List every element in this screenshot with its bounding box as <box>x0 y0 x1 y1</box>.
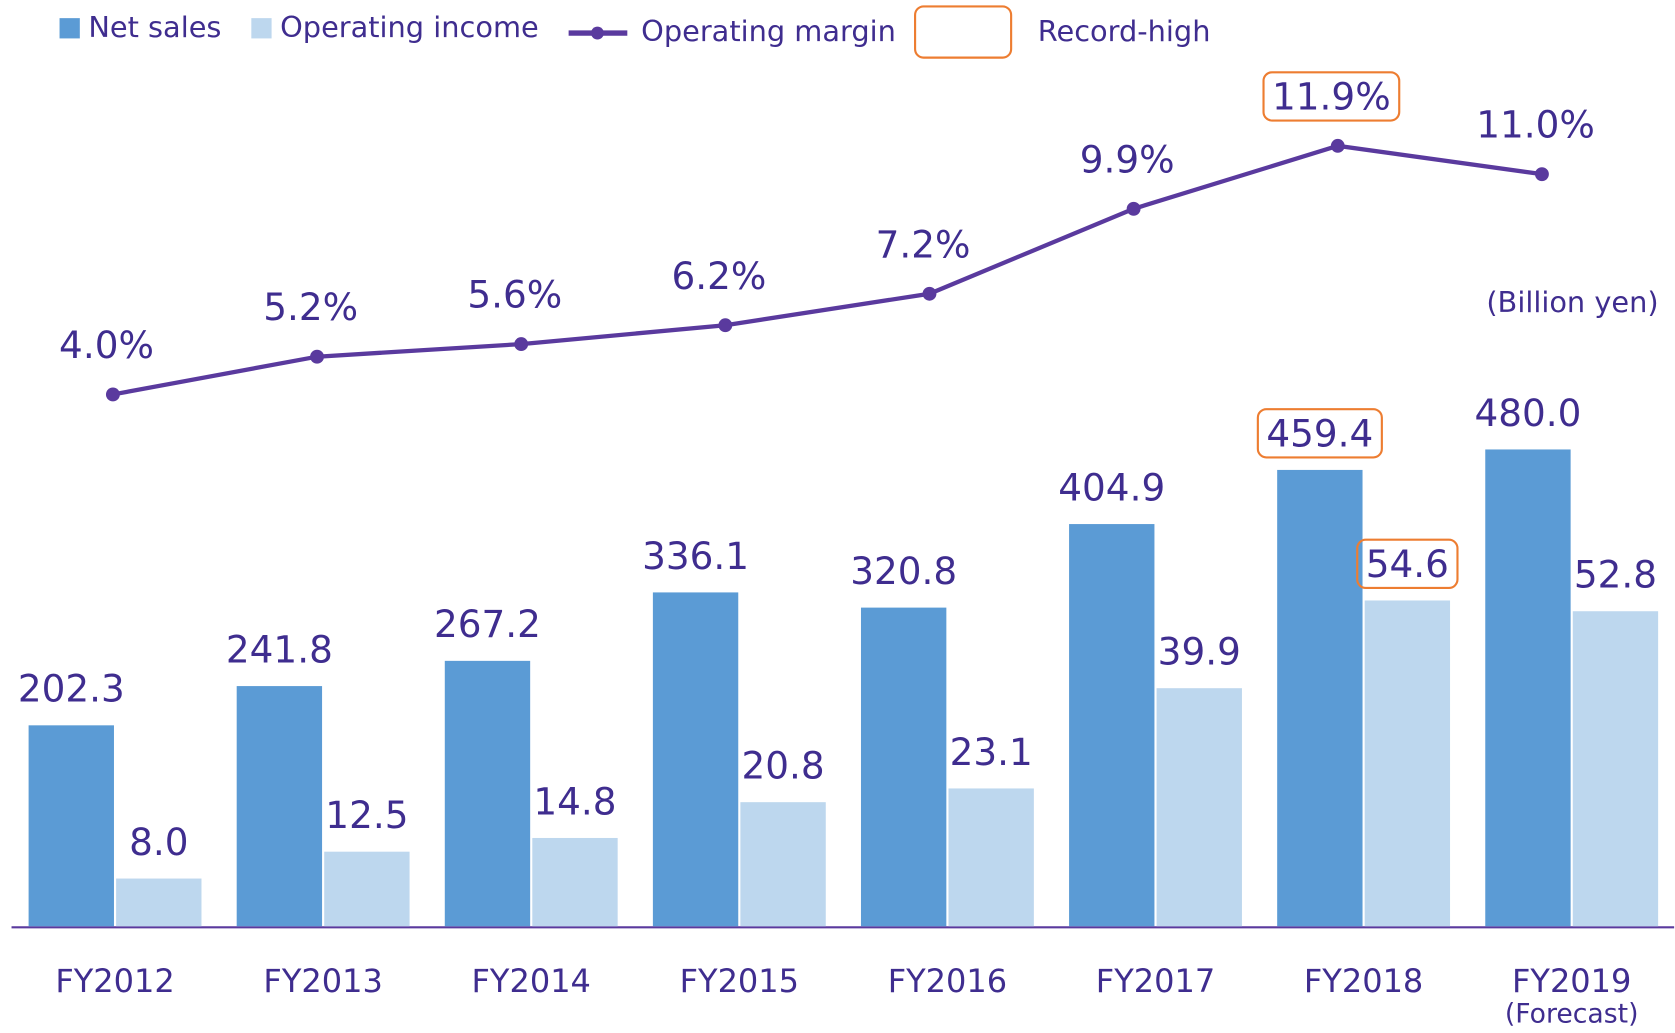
line-point <box>105 387 120 402</box>
value-label: 14.8 <box>533 779 616 823</box>
bar <box>652 592 739 927</box>
x-tick-label: FY2018 <box>1304 962 1423 1000</box>
highlight-box <box>1356 538 1459 590</box>
bar <box>444 660 531 927</box>
value-label: 241.8 <box>226 627 333 671</box>
value-label: 267.2 <box>434 602 541 646</box>
bar <box>1572 611 1659 927</box>
line-point <box>514 337 529 352</box>
bar <box>1156 688 1242 927</box>
legend-swatch <box>59 18 80 39</box>
legend-highlight-box <box>914 5 1013 59</box>
value-label: 52.8 <box>1574 553 1657 597</box>
x-tick-label: FY2015 <box>680 962 799 1000</box>
bar <box>236 686 323 927</box>
value-label: 11.9% <box>1272 74 1391 118</box>
bar <box>1485 449 1571 927</box>
legend-dot <box>591 26 604 40</box>
value-label: 404.9 <box>1058 465 1165 509</box>
x-tick-label: FY2019 <box>1512 962 1631 1000</box>
bar <box>740 802 826 927</box>
value-label: 459.4 <box>1266 411 1373 455</box>
highlight-box <box>1256 408 1383 459</box>
bar <box>1364 600 1451 927</box>
line-point <box>1126 201 1141 216</box>
value-label: 54.6 <box>1366 542 1449 586</box>
legend-label: Record-high <box>1038 14 1211 48</box>
line-point <box>922 286 937 301</box>
bar <box>116 878 202 927</box>
value-label: 480.0 <box>1474 391 1581 435</box>
x-tick-label: FY2013 <box>263 962 382 1000</box>
line-point <box>718 318 733 333</box>
bar <box>1277 469 1363 927</box>
x-tick-label: FY2017 <box>1096 962 1215 1000</box>
value-label: 39.9 <box>1158 630 1241 674</box>
value-label: 8.0 <box>129 820 188 864</box>
value-label: 23.1 <box>950 730 1033 774</box>
bar <box>1069 524 1155 927</box>
highlight-box <box>1262 71 1401 122</box>
line-point <box>310 349 324 364</box>
value-label: 7.2% <box>876 222 971 266</box>
value-label: 6.2% <box>672 254 767 298</box>
bar <box>860 607 947 927</box>
line <box>112 143 1543 397</box>
bar <box>28 725 114 927</box>
value-label: 5.6% <box>467 273 562 317</box>
unit-label: (Billion yen) <box>1486 285 1658 319</box>
value-label: 336.1 <box>642 534 749 578</box>
line-point <box>1534 167 1549 182</box>
line-point <box>1330 138 1345 153</box>
value-label: 4.0% <box>59 323 154 367</box>
value-label: 202.3 <box>18 667 125 711</box>
legend-label: Operating margin <box>641 14 896 48</box>
legend-label: Net sales <box>88 10 221 44</box>
x-tick-note: (Forecast) <box>1505 998 1639 1029</box>
legend-swatch <box>251 18 272 39</box>
value-label: 320.8 <box>850 549 957 593</box>
value-label: 11.0% <box>1476 103 1595 147</box>
x-tick-label: FY2016 <box>888 962 1007 1000</box>
legend-label: Operating income <box>280 10 539 44</box>
value-label: 12.5 <box>325 793 408 837</box>
bar <box>324 851 410 927</box>
value-label: 5.2% <box>263 285 358 329</box>
x-tick-label: FY2014 <box>472 962 591 1000</box>
x-tick-label: FY2012 <box>55 962 174 1000</box>
value-label: 20.8 <box>741 744 824 788</box>
bar <box>948 788 1034 927</box>
bar <box>532 837 618 927</box>
value-label: 9.9% <box>1080 137 1175 181</box>
